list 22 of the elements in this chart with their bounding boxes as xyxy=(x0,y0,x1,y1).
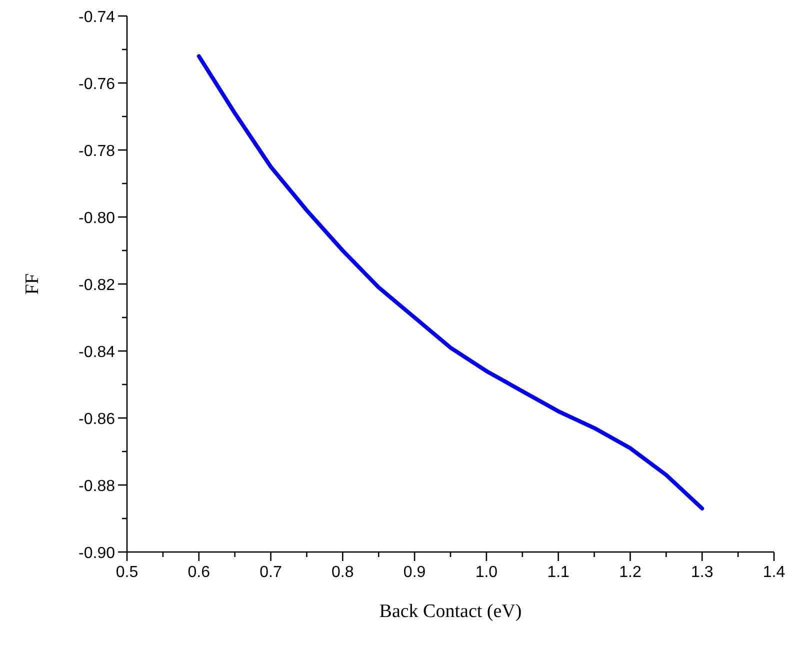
x-tick-label: 1.2 xyxy=(619,564,642,581)
x-tick-label: 0.6 xyxy=(188,564,210,581)
line-series xyxy=(196,54,704,510)
y-tick-label: -0.82 xyxy=(78,277,116,294)
x-tick-label: 1.3 xyxy=(690,564,714,581)
x-axis-title: Back Contact (eV) xyxy=(379,601,522,622)
y-tick-label: -0.90 xyxy=(78,545,116,562)
x-tick-label: 0.9 xyxy=(403,564,426,581)
y-tick-label: -0.78 xyxy=(78,143,116,160)
y-tick-label: -0.74 xyxy=(78,9,116,26)
x-tick-label: 1.4 xyxy=(762,564,786,581)
y-tick-label: -0.76 xyxy=(78,76,116,93)
y-tick-label: -0.88 xyxy=(78,478,116,495)
x-tick-label: 0.5 xyxy=(116,564,138,581)
y-tick-label: -0.86 xyxy=(78,411,116,428)
y-tick-label: -0.80 xyxy=(78,210,116,227)
y-tick-label: -0.84 xyxy=(78,344,116,361)
x-tick-label: 1.0 xyxy=(475,564,498,581)
x-tick-label: 0.8 xyxy=(332,564,354,581)
x-tick-label: 1.1 xyxy=(547,564,570,581)
x-tick-label: 0.7 xyxy=(260,564,282,581)
y-axis-title: FF xyxy=(22,273,43,295)
